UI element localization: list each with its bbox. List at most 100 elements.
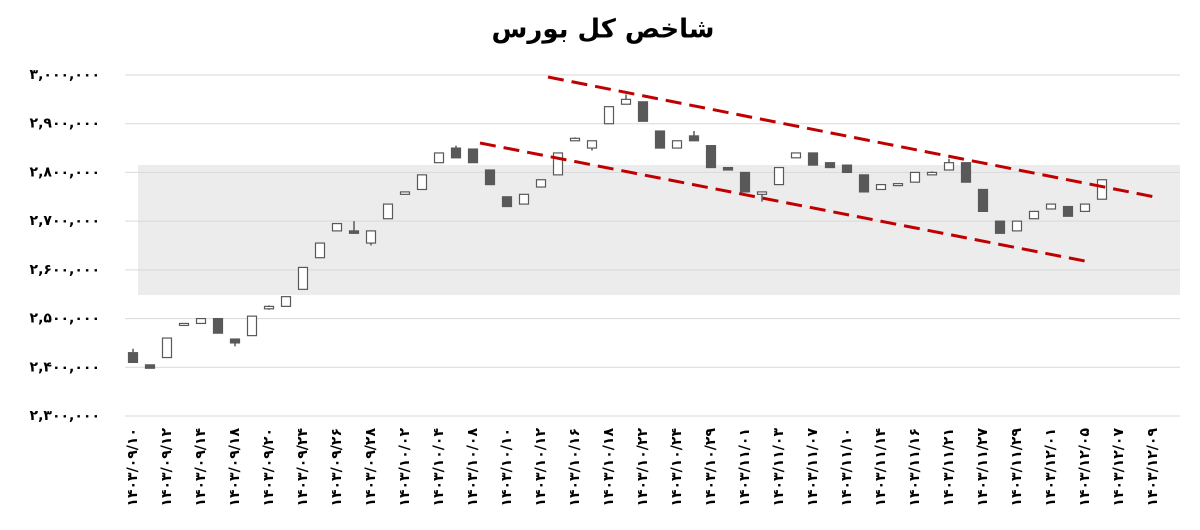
candle-body (365, 230, 377, 244)
candle-body (807, 152, 819, 166)
x-tick-label: ۱۴۰۳/۰۹/۱۴ (193, 428, 209, 507)
candle-body (467, 148, 479, 164)
candle-body (433, 152, 445, 164)
x-tick-label: ۱۴۰۳/۱۱/۰۳ (771, 428, 787, 507)
candle-body (127, 352, 139, 364)
candle-body (909, 171, 921, 183)
candle-body (382, 203, 394, 220)
candle-body (892, 183, 904, 187)
candle-body (212, 317, 224, 334)
candle-body (518, 193, 530, 205)
x-tick-label: ۱۴۰۳/۱۱/۲۹ (1009, 428, 1025, 507)
candle-body (688, 135, 700, 142)
x-tick-label: ۱۴۰۳/۱۰/۱۸ (601, 428, 617, 507)
y-tick-label: ۲,۳۰۰,۰۰۰ (30, 408, 100, 424)
candle-body (535, 179, 547, 188)
candle-body (144, 364, 156, 369)
candle-body (586, 140, 598, 149)
candle-body (1096, 179, 1108, 200)
candle-body (569, 137, 581, 142)
y-tick-label: ۳,۰۰۰,۰۰۰ (30, 67, 100, 83)
x-tick-label: ۱۴۰۳/۱۲/۰۹ (1145, 428, 1161, 507)
x-tick-label: ۱۴۰۳/۱۰/۱۲ (533, 428, 549, 507)
x-tick-label: ۱۴۰۳/۱۰/۰۲ (397, 428, 413, 507)
candle-body (637, 101, 649, 122)
x-tick-label: ۱۴۰۳/۱۰/۰۸ (465, 428, 481, 507)
candle-body (960, 162, 972, 183)
candle-body (773, 166, 785, 186)
candle-body (484, 169, 496, 186)
candle-body (756, 191, 768, 195)
candle-body (297, 266, 309, 290)
x-tick-label: ۱۴۰۳/۰۹/۱۰ (125, 428, 141, 507)
candle-body (450, 147, 462, 159)
candle-body (705, 145, 717, 169)
watermark-band (138, 165, 1180, 295)
chart-title: شاخص کل بورس (492, 15, 715, 45)
y-tick-label: ۲,۵۰۰,۰۰۰ (30, 311, 100, 327)
candle-body (875, 184, 887, 191)
candle-body (331, 222, 343, 232)
y-tick-label: ۲,۷۰۰,۰۰۰ (30, 213, 100, 229)
candle-body (552, 152, 564, 176)
candle-body (1045, 203, 1057, 210)
candle-body (977, 188, 989, 213)
candle-body (501, 196, 513, 208)
x-tick-label: ۱۴۰۳/۱۰/۱۶ (567, 428, 583, 507)
x-tick-label: ۱۴۰۳/۱۱/۰۱ (737, 428, 753, 507)
candle-body (416, 174, 428, 191)
candle-body (620, 98, 632, 105)
x-tick-label: ۱۴۰۳/۰۹/۲۸ (363, 428, 379, 507)
candle-body (790, 152, 802, 159)
y-tick-label: ۲,۴۰۰,۰۰۰ (30, 359, 100, 375)
candle-body (926, 171, 938, 176)
candle-body (314, 242, 326, 259)
candle-body (348, 230, 360, 234)
x-tick-label: ۱۴۰۳/۱۰/۱۰ (499, 428, 515, 507)
candle-body (1028, 210, 1040, 220)
candle-body (178, 322, 190, 327)
y-tick-label: ۲,۹۰۰,۰۰۰ (30, 116, 100, 132)
x-tick-label: ۱۴۰۳/۱۲/۰۱ (1043, 428, 1059, 507)
x-tick-label: ۱۴۰۳/۱۱/۱۴ (873, 428, 889, 507)
candle-body (246, 315, 258, 337)
candle-body (841, 164, 853, 174)
x-tick-label: ۱۴۰۳/۱۰/۰۴ (431, 428, 447, 507)
x-tick-label: ۱۴۰۳/۱۱/۱۰ (839, 428, 855, 507)
candle-body (1011, 220, 1023, 232)
candle-body (399, 191, 411, 195)
x-tick-label: ۱۴۰۳/۰۹/۲۴ (295, 428, 311, 507)
trend-line (547, 75, 1161, 200)
candle-body (858, 174, 870, 193)
candle-body (994, 220, 1006, 234)
candle-body (671, 140, 683, 149)
y-tick-label: ۲,۶۰۰,۰۰۰ (30, 262, 100, 278)
candle-body (195, 317, 207, 325)
candle-body (1062, 205, 1074, 217)
x-tick-label: ۱۴۰۳/۰۹/۲۶ (329, 428, 345, 507)
x-tick-label: ۱۴۰۳/۱۲/۰۷ (1111, 428, 1127, 507)
candle-body (280, 296, 292, 307)
candle-body (161, 337, 173, 359)
x-tick-label: ۱۴۰۳/۱۰/۲۲ (635, 428, 651, 507)
x-tick-label: ۱۴۰۳/۱۱/۲۷ (975, 428, 991, 507)
candle-body (722, 166, 734, 171)
x-tick-label: ۱۴۰۳/۱۱/۱۶ (907, 428, 923, 507)
candle-body (263, 305, 275, 310)
x-tick-label: ۱۴۰۳/۰۹/۱۸ (227, 428, 243, 507)
candle-body (824, 162, 836, 169)
x-tick-label: ۱۴۰۳/۱۱/۰۷ (805, 428, 821, 507)
candle-body (229, 338, 241, 344)
candle-body (603, 106, 615, 125)
x-tick-label: ۱۴۰۳/۱۰/۲۹ (703, 428, 719, 507)
x-tick-label: ۱۴۰۳/۱۰/۲۴ (669, 428, 685, 507)
candle-body (739, 171, 751, 193)
x-tick-label: ۱۴۰۳/۱۱/۲۱ (941, 428, 957, 507)
candle-body (943, 162, 955, 171)
candle-body (654, 130, 666, 149)
x-tick-label: ۱۴۰۳/۰۹/۱۲ (159, 428, 175, 507)
trend-line (479, 141, 1091, 264)
x-tick-label: ۱۴۰۳/۱۲/۰۵ (1077, 428, 1093, 507)
x-tick-label: ۱۴۰۳/۰۹/۲۰ (261, 428, 277, 507)
y-tick-label: ۲,۸۰۰,۰۰۰ (30, 164, 100, 180)
